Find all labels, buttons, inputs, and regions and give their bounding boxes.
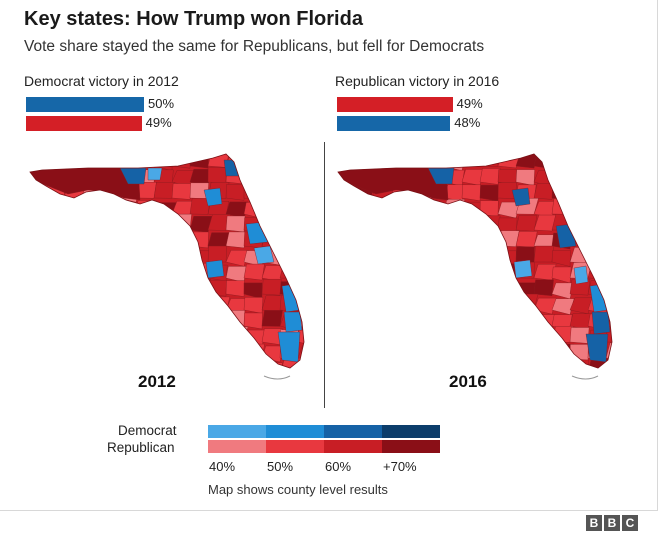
legend-tick-60: 60% bbox=[325, 459, 352, 474]
florida-county-map-2016 bbox=[337, 153, 613, 380]
legend-dem-swatch-1 bbox=[208, 425, 266, 438]
legend-tick-40: 40% bbox=[209, 459, 236, 474]
legend-rep-swatch-2 bbox=[266, 440, 324, 453]
legend-democrat-label: Democrat bbox=[118, 423, 177, 438]
chart-title: Key states: How Trump won Florida bbox=[24, 8, 363, 30]
chart-subtitle: Vote share stayed the same for Republica… bbox=[24, 38, 485, 55]
legend-rep-swatch-1 bbox=[208, 440, 266, 453]
bbc-logo-letter-2: B bbox=[604, 515, 620, 531]
bar-2012-republican bbox=[26, 116, 142, 131]
panel-2016-label: Republican victory in 2016 bbox=[335, 73, 500, 89]
map-year-2016: 2016 bbox=[449, 372, 487, 391]
legend-dem-swatch-2 bbox=[266, 425, 324, 438]
legend-tick-70plus: +70% bbox=[383, 459, 417, 474]
graphic-frame bbox=[0, 0, 658, 511]
legend-tick-50: 50% bbox=[267, 459, 294, 474]
panel-2012-label: Democrat victory in 2012 bbox=[24, 73, 179, 89]
legend-dem-swatch-4 bbox=[382, 425, 440, 438]
bbc-logo-letter-1: B bbox=[586, 515, 602, 531]
map-year-2012: 2012 bbox=[138, 372, 176, 391]
legend-rep-swatch-3 bbox=[324, 440, 382, 453]
legend-republican-label: Republican bbox=[107, 440, 175, 455]
bar-2016-republican bbox=[337, 97, 453, 112]
bbc-logo-letter-3: C bbox=[622, 515, 638, 531]
panel-divider bbox=[324, 142, 325, 408]
florida-county-map-2012 bbox=[29, 153, 305, 380]
bar-2012-democrat bbox=[26, 97, 144, 112]
bar-2012-democrat-value: 50% bbox=[148, 96, 175, 111]
bar-2016-democrat-value: 48% bbox=[454, 115, 481, 130]
legend-dem-swatch-3 bbox=[324, 425, 382, 438]
bar-2012-republican-value: 49% bbox=[145, 115, 172, 130]
legend-rep-swatch-4 bbox=[382, 440, 440, 453]
footnote: Map shows county level results bbox=[208, 482, 388, 497]
bar-2016-republican-value: 49% bbox=[456, 96, 483, 111]
bar-2016-democrat bbox=[337, 116, 451, 131]
bbc-logo: B B C bbox=[586, 515, 638, 531]
